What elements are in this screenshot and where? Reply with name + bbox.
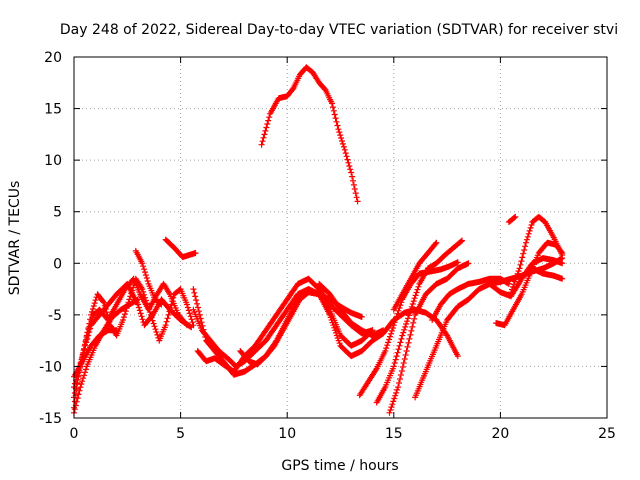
y-tick-label: 20 — [44, 50, 62, 66]
x-tick-label: 25 — [598, 426, 616, 442]
series-markers — [258, 64, 361, 205]
axis-tick-labels: 0 5 10 15 20 25 -15 -10 -5 0 5 10 15 20 — [39, 50, 616, 442]
series-t20 — [429, 275, 512, 323]
y-tick-label: 0 — [53, 256, 62, 272]
series-markers — [508, 213, 566, 296]
x-tick-label: 15 — [385, 426, 403, 442]
series-t23 — [508, 213, 566, 296]
series-t12 — [316, 280, 387, 339]
series-t6 — [132, 247, 165, 308]
y-tick-label: 15 — [44, 102, 62, 118]
series-t24 — [505, 213, 519, 225]
series-t7 — [162, 236, 199, 261]
series-t15 — [373, 237, 465, 406]
series-markers — [390, 239, 440, 313]
y-tick-label: -5 — [48, 308, 62, 324]
chart-title: Day 248 of 2022, Sidereal Day-to-day VTE… — [60, 22, 618, 38]
series-markers — [373, 237, 465, 406]
series-markers — [132, 247, 165, 308]
series-markers — [529, 265, 566, 282]
series-markers — [237, 289, 387, 368]
axis-ticks — [73, 56, 608, 419]
series-t25 — [529, 265, 566, 282]
series-markers — [505, 213, 519, 225]
plot-frame — [73, 56, 608, 419]
y-tick-label: -15 — [39, 411, 62, 427]
series-t11 — [237, 289, 387, 368]
series-markers — [162, 236, 199, 261]
y-axis-label: SDTVAR / TECUs — [7, 181, 23, 296]
y-tick-label: -10 — [39, 359, 62, 375]
series-markers — [386, 260, 472, 416]
x-tick-label: 0 — [70, 426, 79, 442]
series-t13 — [258, 64, 361, 205]
series-markers — [316, 280, 387, 339]
series-markers — [429, 275, 512, 323]
data-points — [71, 64, 566, 416]
series-t18 — [390, 239, 440, 313]
x-tick-label: 10 — [278, 426, 296, 442]
grid-lines — [74, 57, 607, 418]
x-tick-label: 5 — [176, 426, 185, 442]
y-tick-label: 10 — [44, 153, 62, 169]
series-t5 — [71, 327, 120, 380]
series-t16 — [386, 260, 472, 416]
x-axis-label: GPS time / hours — [281, 458, 398, 474]
x-tick-label: 20 — [491, 426, 509, 442]
y-tick-label: 5 — [53, 205, 62, 221]
series-markers — [71, 327, 120, 380]
